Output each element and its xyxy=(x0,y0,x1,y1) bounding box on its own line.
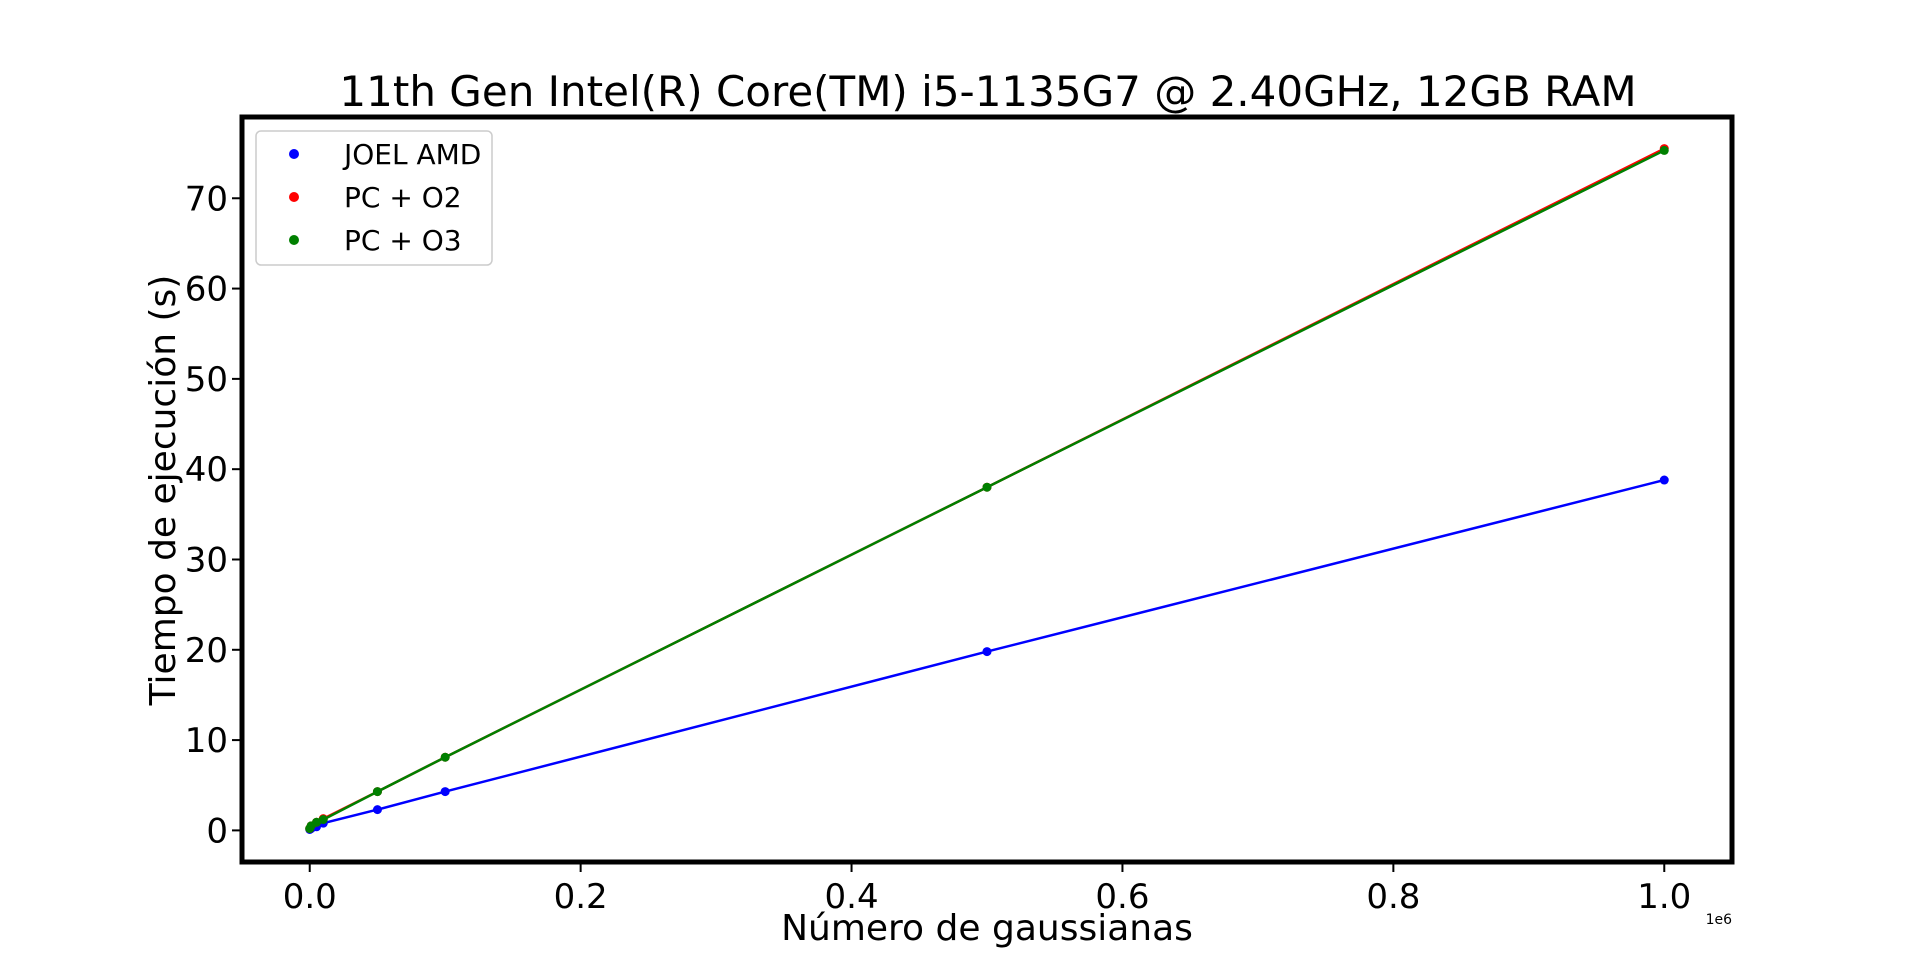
legend: JOEL AMD PC + O2 PC + O3 xyxy=(255,130,493,266)
x-tick-label: 0.2 xyxy=(554,877,608,917)
x-axis-label: Número de gaussianas xyxy=(781,908,1193,949)
data-point-joel-amd xyxy=(1659,475,1669,485)
x-offset-label: 1e6 xyxy=(1706,912,1733,928)
plot-frame xyxy=(239,114,1735,865)
legend-marker-joel-amd xyxy=(289,149,299,159)
y-tick-label: 10 xyxy=(185,721,228,761)
data-point-joel-amd xyxy=(372,805,382,815)
y-tick-label: 40 xyxy=(185,450,228,490)
x-tick-label: 0.4 xyxy=(825,877,879,917)
legend-box xyxy=(255,130,493,266)
x-tick-label: 0.6 xyxy=(1095,877,1149,917)
data-point-joel-amd xyxy=(440,787,450,797)
data-point-pc-o3 xyxy=(318,815,328,825)
data-point-pc-o3 xyxy=(440,752,450,762)
legend-marker-pc-o3 xyxy=(289,235,299,245)
legend-marker-pc-o2 xyxy=(289,192,299,202)
x-tick-label: 1.0 xyxy=(1637,877,1691,917)
legend-label-pc-o3: PC + O3 xyxy=(344,224,462,257)
data-point-joel-amd xyxy=(982,647,992,657)
ticks-group: 0.0 0.2 0.4 0.6 0.8 1.0 0 10 20 30 40 50 60 70 xyxy=(185,179,1692,917)
chart-title: 11th Gen Intel(R) Core(TM) i5-1135G7 @ 2… xyxy=(339,67,1636,116)
y-tick-label: 0 xyxy=(206,811,228,851)
y-tick-label: 50 xyxy=(185,360,228,400)
y-tick-label: 70 xyxy=(185,179,228,219)
legend-label-pc-o2: PC + O2 xyxy=(344,181,462,214)
y-tick-label: 30 xyxy=(185,540,228,580)
y-tick-label: 60 xyxy=(185,270,228,310)
data-point-pc-o3 xyxy=(982,482,992,492)
data-point-pc-o3 xyxy=(372,787,382,797)
data-point-pc-o3 xyxy=(312,817,321,827)
series-layer xyxy=(305,144,1669,834)
legend-label-joel-amd: JOEL AMD xyxy=(342,138,481,171)
x-tick-label: 0.8 xyxy=(1366,877,1420,917)
y-axis-label: Tiempo de ejecución (s) xyxy=(143,275,184,707)
x-tick-label: 0.0 xyxy=(283,877,337,917)
data-point-pc-o3 xyxy=(1659,145,1669,155)
y-tick-label: 20 xyxy=(185,631,228,671)
